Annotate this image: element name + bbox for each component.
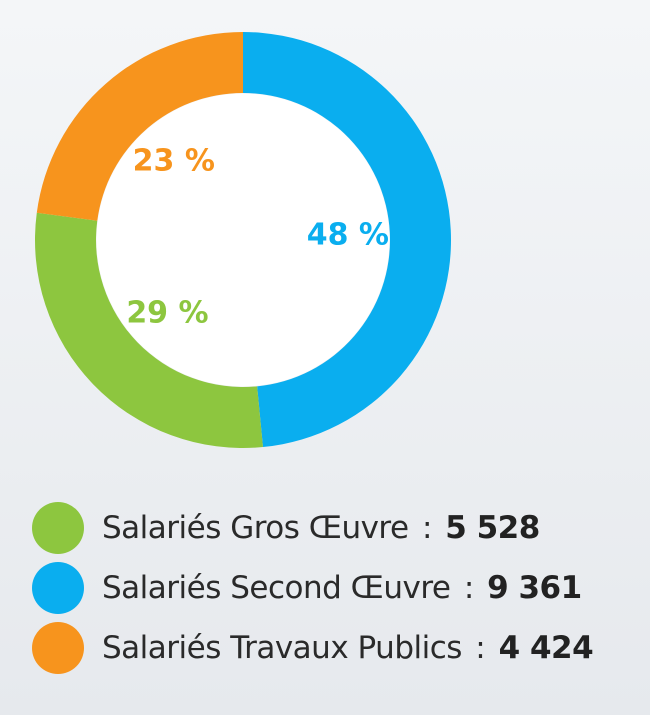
legend-separator: :	[421, 510, 432, 546]
legend-label: Salariés Gros Œuvre	[102, 510, 409, 546]
donut-chart: 48 % 29 % 23 %	[35, 32, 451, 448]
legend-value: 5 528	[445, 510, 540, 546]
legend-swatch-gros-oeuvre	[32, 502, 84, 554]
legend-separator: :	[463, 570, 474, 606]
donut-slice	[243, 32, 451, 448]
legend-swatch-second-oeuvre	[32, 562, 84, 614]
legend-item-second-oeuvre: Salariés Second Œuvre : 9 361	[32, 558, 593, 618]
legend: Salariés Gros Œuvre : 5 528 Salariés Sec…	[32, 498, 594, 678]
legend-item-travaux-publics: Salariés Travaux Publics : 4 424	[32, 618, 594, 678]
legend-label: Salariés Second Œuvre	[102, 570, 451, 606]
slice-percent-label: 48 %	[307, 217, 389, 252]
legend-value: 4 424	[498, 630, 594, 666]
legend-item-gros-oeuvre: Salariés Gros Œuvre : 5 528	[32, 498, 593, 558]
legend-swatch-travaux-publics	[32, 622, 84, 674]
legend-text: Salariés Travaux Publics : 4 424	[102, 630, 594, 666]
slice-percent-label: 29 %	[126, 295, 208, 330]
legend-value: 9 361	[487, 570, 582, 606]
donut-hole	[96, 93, 390, 387]
slice-percent-label: 23 %	[133, 144, 215, 179]
donut-chart-svg: 48 % 29 % 23 %	[35, 32, 451, 448]
donut-slice	[35, 212, 263, 448]
legend-text: Salariés Second Œuvre : 9 361	[102, 570, 582, 606]
donut-slice	[36, 32, 244, 221]
legend-text: Salariés Gros Œuvre : 5 528	[102, 510, 540, 546]
legend-label: Salariés Travaux Publics	[102, 630, 462, 666]
legend-separator: :	[475, 630, 486, 666]
